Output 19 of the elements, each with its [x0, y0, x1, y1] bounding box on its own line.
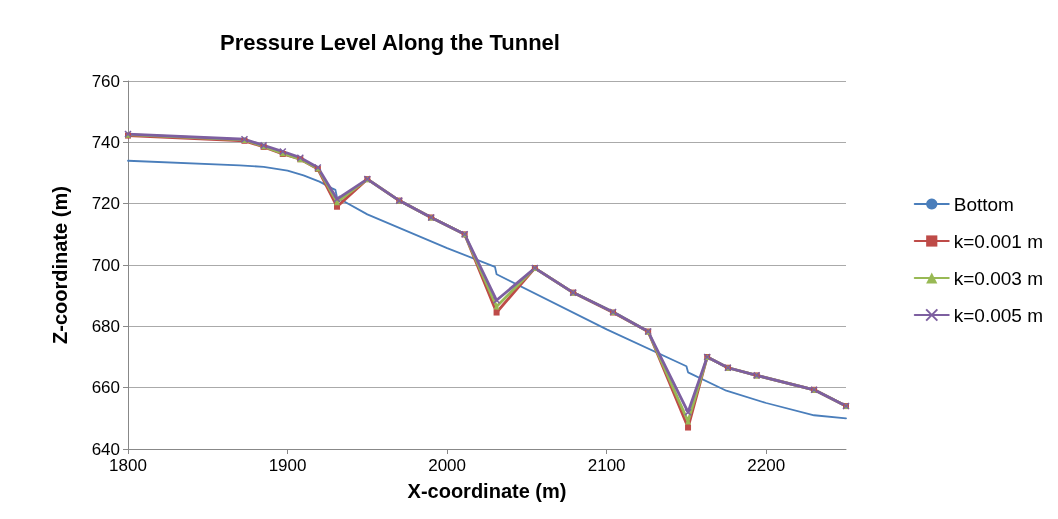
legend-label: Bottom [953, 193, 1014, 215]
x-axis-title: X-coordinate (m) [407, 480, 567, 502]
legend-label: k=0.001 m [953, 230, 1043, 252]
y-tick-label: 640 [91, 439, 120, 459]
legend-label: k=0.003 m [953, 267, 1043, 289]
x-tick-label: 1800 [109, 456, 147, 475]
chart-title: Pressure Level Along the Tunnel [220, 29, 560, 55]
y-tick-label: 700 [91, 255, 120, 275]
y-tick-label: 660 [91, 378, 120, 398]
x-tick-label: 2000 [428, 456, 467, 475]
y-tick-label: 720 [91, 194, 120, 214]
x-tick-label: 1900 [268, 456, 307, 475]
y-axis-title: Z-coordinate (m) [49, 186, 71, 344]
y-tick-label: 760 [91, 71, 120, 91]
x-tick-label: 2200 [747, 456, 786, 475]
x-tick-label: 2100 [587, 456, 626, 475]
legend-label: k=0.005 m [953, 304, 1043, 326]
y-tick-label: 740 [91, 132, 120, 152]
y-tick-label: 680 [91, 316, 120, 336]
